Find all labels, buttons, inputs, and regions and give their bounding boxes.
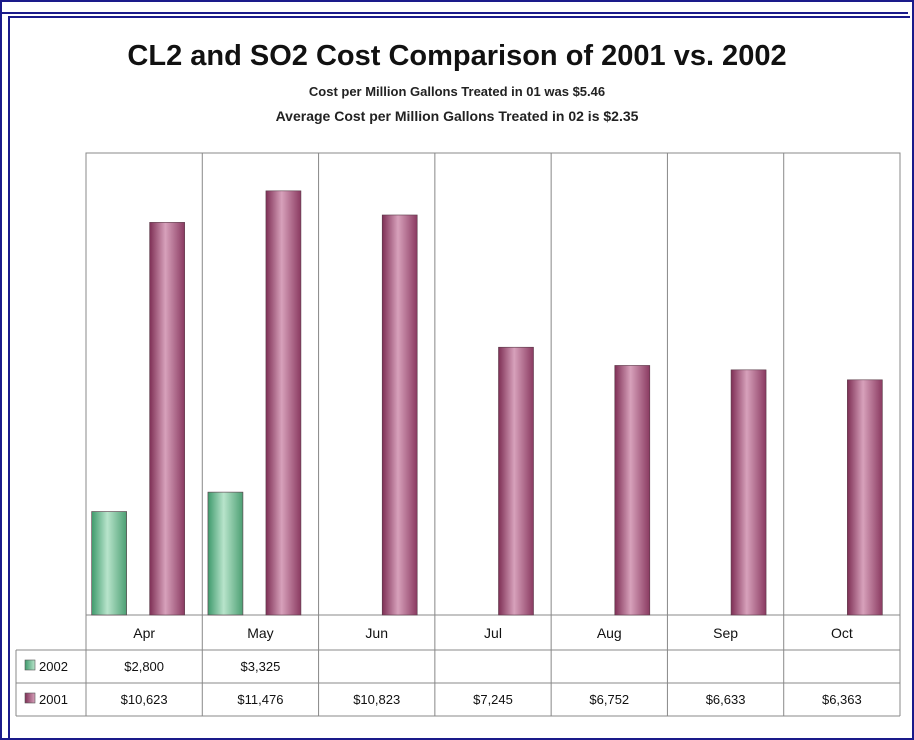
chart-area-border [8, 16, 910, 738]
x-tick-label: Jun [365, 625, 388, 641]
chart-subtitle-2: Average Cost per Million Gallons Treated… [275, 108, 639, 124]
bar-2002-apr [91, 511, 127, 616]
table-cell-2002: $2,800 [124, 659, 164, 674]
top-border-band [2, 2, 908, 14]
legend-key-2001 [24, 692, 36, 704]
bar-2002-may [207, 491, 244, 616]
bar-2001-may [265, 190, 302, 616]
bar-2001-oct [847, 379, 883, 616]
legend-label-2002: 2002 [39, 659, 68, 674]
chart-title: CL2 and SO2 Cost Comparison of 2001 vs. … [127, 40, 787, 72]
x-tick-label: Sep [713, 625, 738, 641]
table-cell-2001: $10,623 [121, 692, 168, 707]
bar-2001-jul [498, 346, 534, 616]
x-tick-label: Oct [831, 625, 853, 641]
table-cell-2001: $11,476 [237, 692, 283, 707]
x-tick-label: May [247, 625, 273, 641]
bar-2001-sep [730, 369, 767, 616]
bar-2001-aug [614, 365, 651, 616]
table-cell-2001: $6,363 [822, 692, 862, 707]
x-tick-label: Apr [133, 625, 155, 641]
x-tick-label: Aug [597, 625, 622, 641]
x-tick-label: Jul [484, 625, 502, 641]
table-cell-2001: $7,245 [473, 692, 513, 707]
table-cell-2001: $6,752 [589, 692, 629, 707]
bar-2001-apr [149, 222, 185, 616]
legend-key-2002 [24, 659, 36, 671]
table-cell-2002: $3,325 [241, 659, 281, 674]
chart-subtitle-1: Cost per Million Gallons Treated in 01 w… [308, 84, 606, 99]
table-cell-2001: $10,823 [353, 692, 400, 707]
bar-2001-jun [381, 214, 418, 616]
table-cell-2001: $6,633 [706, 692, 746, 707]
legend-label-2001: 2001 [39, 692, 68, 707]
